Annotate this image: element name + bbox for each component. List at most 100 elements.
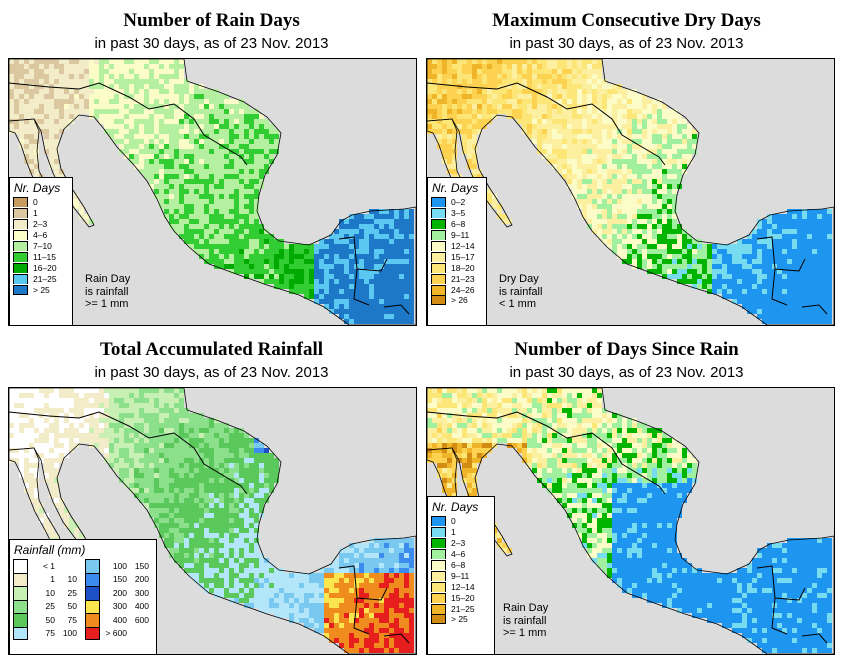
map-note: Rain Day is rainfall >= 1 mm — [85, 273, 130, 311]
legend-item: 6–8 — [428, 219, 486, 230]
data-grid — [9, 388, 414, 653]
legend-item: 21–25 — [428, 603, 494, 614]
data-grid — [427, 388, 832, 653]
legend-rows: 0 1 2–3 4–6 7–10 11–15 16–20 21–25 > 25 — [10, 197, 72, 295]
panel-title: Total Accumulated Rainfall — [99, 339, 324, 360]
legend-label: > 600 — [105, 628, 127, 639]
legend-label: > 25 — [33, 284, 50, 295]
legend-item: 9–11 — [428, 230, 486, 241]
legend-swatch — [85, 572, 100, 586]
legend-label: 15–17 — [451, 251, 475, 262]
us-mexico-border — [9, 411, 248, 495]
coastline — [9, 59, 416, 325]
note-line: Rain Day — [85, 273, 131, 285]
legend-item: 7–10 — [10, 241, 72, 252]
legend-label: 21–23 — [451, 273, 475, 284]
legend-label: 9–11 — [451, 230, 470, 241]
legend-item: > 600 — [85, 626, 149, 640]
legend-swatch — [431, 230, 446, 241]
map: Nr. Days 0–2 3–5 6–8 9–11 12–14 15–17 18–20 21–… — [426, 58, 835, 326]
legend-swatch — [431, 208, 446, 219]
legend-swatch — [85, 599, 100, 613]
legend-label: < 1 — [42, 560, 55, 571]
legend-swatch — [431, 592, 446, 603]
legend-item: 15–20 — [428, 592, 494, 603]
legend-label: 24–26 — [451, 284, 475, 295]
legend-rows: 0 1 2–3 4–6 6–8 9–11 12–14 15–20 21–25 > 25 — [428, 516, 494, 625]
legend-swatch — [431, 241, 446, 251]
legend-swatch — [13, 241, 28, 251]
legend-label: 1 — [33, 208, 38, 219]
legend-item: 18–20 — [428, 262, 486, 273]
note-line: is rainfall — [499, 285, 543, 298]
legend-title: Nr. Days — [432, 500, 479, 514]
legend-item: 10 25 — [13, 586, 77, 600]
legend: Nr. Days 0 1 2–3 4–6 7–10 11–15 16–20 21–25 > 25 — [9, 177, 73, 325]
legend-item: 2–3 — [10, 219, 72, 230]
legend-swatch — [13, 273, 28, 284]
legend-label: 0–2 — [451, 197, 466, 208]
legend-swatch — [13, 251, 28, 262]
legend-label: 100 150 — [112, 560, 149, 571]
legend-item: 15–17 — [428, 251, 486, 262]
panel-subtitle: in past 30 days, as of 23 Nov. 2013 — [509, 35, 744, 52]
legend-swatch — [13, 559, 28, 573]
central-america-borders — [338, 236, 410, 315]
legend-label: 200 300 — [112, 587, 149, 598]
panel-subtitle: in past 30 days, as of 23 Nov. 2013 — [94, 364, 329, 381]
legend-label: 0 — [451, 516, 456, 527]
legend-swatch — [13, 284, 28, 295]
legend-item: 11–15 — [10, 251, 72, 262]
legend-swatch — [85, 586, 100, 600]
panel-rain-days: Number of Rain Days in past 30 days, as … — [0, 0, 423, 329]
legend-item: 50 75 — [13, 613, 77, 627]
legend-title: Nr. Days — [14, 181, 61, 195]
legend-label: 3–5 — [451, 208, 466, 219]
legend-item: 25 50 — [13, 599, 77, 613]
legend-swatch — [13, 599, 28, 613]
legend-swatch — [431, 516, 446, 527]
legend-item: 75 100 — [13, 626, 77, 640]
legend-label: 0 — [33, 197, 38, 208]
legend-item: 0–2 — [428, 197, 486, 208]
data-grid — [427, 59, 832, 324]
legend-label: 50 75 — [45, 614, 77, 625]
map-note: Rain Day is rainfall >= 1 mm — [503, 602, 548, 640]
legend-item: 0 — [10, 197, 72, 208]
legend-swatch — [431, 549, 446, 560]
legend-label: 1 10 — [50, 574, 77, 585]
central-america-borders — [756, 565, 828, 644]
legend-item: > 26 — [428, 295, 486, 306]
legend-item: < 1 — [13, 559, 77, 573]
legend-grid: < 1 1 10 10 25 25 50 50 75 75 100 100 150 150 200 200 3… — [10, 559, 156, 640]
legend-label: 400 600 — [112, 614, 149, 625]
legend: Nr. Days 0 1 2–3 4–6 6–8 9–11 12–14 15–20 21–25 >… — [427, 496, 495, 654]
map-max-dry-days — [427, 59, 834, 325]
panel-subtitle: in past 30 days, as of 23 Nov. 2013 — [94, 35, 329, 52]
panel-days-since-rain: Number of Days Since Rain in past 30 day… — [415, 329, 838, 658]
legend-rows: 0–2 3–5 6–8 9–11 12–14 15–17 18–20 21–23 24–26 > … — [428, 197, 486, 306]
legend-label: 18–20 — [451, 262, 475, 273]
note-line: Rain Day — [503, 602, 549, 614]
legend-swatch — [13, 572, 28, 586]
legend-item: 1 — [428, 527, 494, 538]
legend-swatch — [13, 197, 28, 208]
legend-label: 2–3 — [451, 538, 466, 549]
legend-item: 24–26 — [428, 284, 486, 295]
legend-item: 300 400 — [85, 599, 149, 613]
legend-swatch — [431, 527, 446, 538]
legend-label: 11–15 — [33, 251, 57, 262]
legend-item: > 25 — [428, 614, 494, 625]
legend-item: 21–25 — [10, 273, 72, 284]
legend-label: 21–25 — [451, 603, 475, 614]
legend-item: 150 200 — [85, 572, 149, 586]
legend-item: 1 — [10, 208, 72, 219]
legend-label: 75 100 — [45, 628, 77, 639]
legend-swatch — [85, 613, 100, 627]
map: Nr. Days 0 1 2–3 4–6 7–10 11–15 16–20 21–25 > 25… — [8, 58, 417, 326]
legend-item: 4–6 — [428, 549, 494, 560]
legend-swatch — [13, 613, 28, 627]
legend-column-right: 100 150 150 200 200 300 300 400 400 600 > 600 — [85, 559, 149, 640]
panel-total-rainfall: Total Accumulated Rainfall in past 30 da… — [0, 329, 423, 658]
legend-label: 25 50 — [45, 601, 77, 612]
